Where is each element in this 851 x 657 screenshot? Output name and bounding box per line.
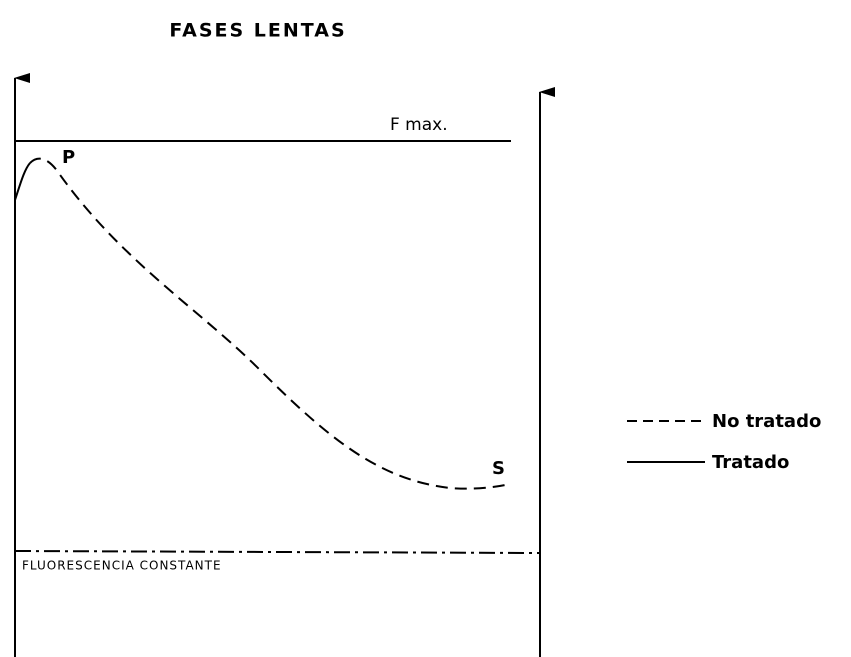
s-label: S (492, 458, 505, 479)
legend-label: No tratado (712, 411, 821, 432)
legend-label: Tratado (712, 452, 789, 473)
treated-curve (14, 162, 31, 201)
untreated-curve (29, 157, 506, 490)
constant-line (14, 550, 541, 554)
fmax-label: F max. (390, 115, 448, 135)
title: FASES LENTAS (169, 20, 346, 42)
constant-label: FLUORESCENCIA CONSTANTE (22, 559, 222, 573)
p-label: P (62, 147, 75, 168)
